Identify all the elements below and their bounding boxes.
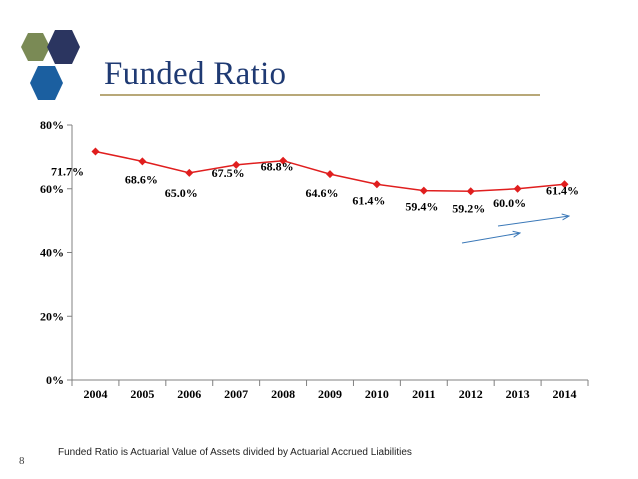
data-point-marker <box>185 168 194 177</box>
data-point-marker <box>372 180 381 189</box>
y-tick-label: 20% <box>40 309 64 323</box>
data-label: 68.6% <box>125 172 158 186</box>
hexagon-green <box>21 33 50 61</box>
chart-axes <box>67 124 589 386</box>
data-point-marker <box>279 156 288 165</box>
y-tick-label: 60% <box>40 182 64 196</box>
x-tick-label: 2006 <box>177 387 201 401</box>
page-number: 8 <box>19 455 25 467</box>
data-label: 71.7% <box>51 164 84 178</box>
x-tick-label: 2014 <box>553 387 577 401</box>
trend-arrow <box>497 216 569 227</box>
data-label: 67.5% <box>212 166 245 180</box>
data-point-marker <box>91 147 100 156</box>
data-point-marker <box>466 187 475 196</box>
data-point-marker <box>419 186 428 195</box>
footnote: Funded Ratio is Actuarial Value of Asset… <box>58 447 412 458</box>
data-label: 65.0% <box>165 186 198 200</box>
x-tick-label: 2008 <box>271 387 295 401</box>
hexagon-blue <box>30 66 63 100</box>
series-line <box>91 147 569 196</box>
y-axis-labels: 0% 20% 40% 60% 80% <box>40 118 64 387</box>
data-label: 68.8% <box>261 160 294 174</box>
trend-arrows <box>461 216 569 244</box>
data-point-marker <box>560 180 569 189</box>
logo-hexagons <box>21 30 80 100</box>
x-axis-labels: 2004 2005 2006 2007 2008 2009 2010 2011 2012 2013… <box>83 387 576 401</box>
data-label: 64.6% <box>306 186 339 200</box>
x-tick-label: 2009 <box>318 387 342 401</box>
data-label: 60.0% <box>493 196 526 210</box>
data-point-marker <box>232 160 241 169</box>
data-point-marker <box>326 170 334 179</box>
hexagon-navy <box>47 30 80 64</box>
x-tick-label: 2007 <box>224 387 248 401</box>
data-label: 59.4% <box>405 200 438 214</box>
data-label: 61.4% <box>352 193 385 207</box>
x-tick-label: 2012 <box>459 387 483 401</box>
y-tick-label: 0% <box>46 373 64 387</box>
y-tick-label: 80% <box>40 118 64 132</box>
x-tick-label: 2004 <box>83 387 107 401</box>
trend-arrow <box>461 233 520 244</box>
data-label: 59.2% <box>452 201 485 215</box>
x-tick-label: 2010 <box>365 387 389 401</box>
data-point-marker <box>138 157 147 166</box>
data-label: 61.4% <box>546 183 579 197</box>
x-tick-label: 2005 <box>130 387 154 401</box>
data-point-marker <box>513 184 522 193</box>
y-tick-label: 40% <box>40 246 64 260</box>
x-tick-label: 2013 <box>506 387 530 401</box>
data-labels: 71.7% 68.6% 65.0% 67.5% 68.8% 64.6% 61.4% 59.4%… <box>51 160 579 216</box>
page-title: Funded Ratio <box>104 56 287 92</box>
title-divider <box>100 94 540 96</box>
x-tick-label: 2011 <box>412 387 435 401</box>
